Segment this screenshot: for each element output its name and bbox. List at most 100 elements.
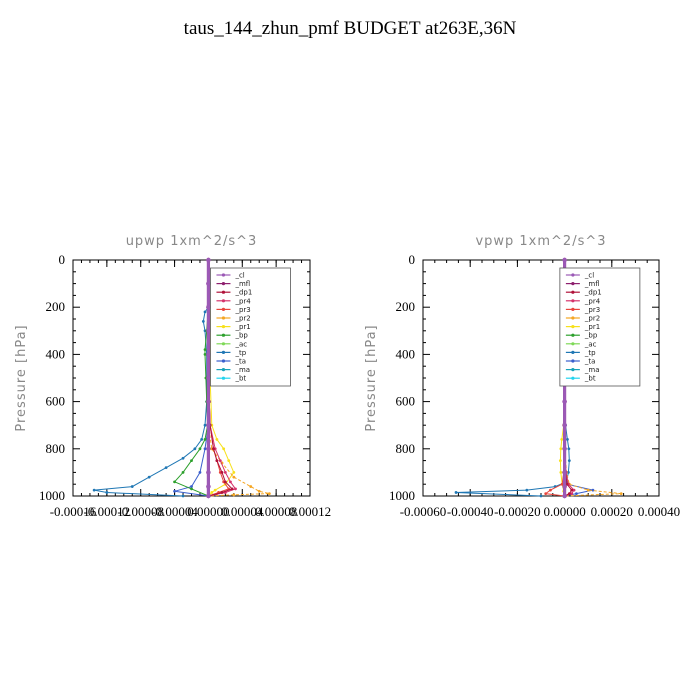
series-marker-bp xyxy=(190,487,193,491)
series-marker-ta xyxy=(190,485,193,488)
series-marker-dp1 xyxy=(220,471,224,474)
x-tick-label: -0.00004 xyxy=(151,504,198,519)
series-marker-dp1 xyxy=(220,491,224,494)
series-marker-tp xyxy=(203,423,207,427)
y-axis-label: Pressure [hPa] xyxy=(364,324,379,431)
series-marker-pr2 xyxy=(619,492,623,496)
series-marker-cl xyxy=(206,423,211,428)
series-marker-ta xyxy=(203,447,207,451)
series-marker-pr2 xyxy=(232,493,236,497)
legend-marker xyxy=(571,290,575,294)
series-marker-tp xyxy=(567,459,571,462)
legend-label: _pr1 xyxy=(234,323,250,331)
series-marker-cl xyxy=(206,470,211,475)
y-tick-label: 400 xyxy=(46,346,66,361)
series-marker-cl xyxy=(562,399,567,404)
series-marker-pr4 xyxy=(218,459,222,462)
legend-marker xyxy=(571,325,575,329)
series-marker-tp xyxy=(105,491,109,494)
series-marker-pr1 xyxy=(222,447,226,451)
series-marker-pr3 xyxy=(560,482,564,486)
series-marker-pr3 xyxy=(544,492,548,496)
series-marker-ta xyxy=(591,488,595,492)
x-tick-label: -0.00008 xyxy=(117,504,164,519)
series-marker-pr1 xyxy=(227,459,231,462)
y-tick-label: 600 xyxy=(396,394,416,409)
legend-label: _pr3 xyxy=(584,306,600,314)
legend-marker xyxy=(221,376,226,380)
y-tick-label: 800 xyxy=(396,441,416,456)
y-tick-label: 1000 xyxy=(389,488,415,503)
series-marker-tp xyxy=(164,466,168,470)
series-marker-bp xyxy=(203,348,207,352)
legend-label: _ac xyxy=(234,340,247,348)
legend-marker xyxy=(221,333,226,337)
legend-marker xyxy=(221,342,226,346)
y-tick-label: 800 xyxy=(46,441,66,456)
series-marker-pr4 xyxy=(223,471,227,474)
series-marker-cl xyxy=(562,423,567,428)
panel-title: vpwp 1xm^2/s^3 xyxy=(475,234,606,249)
series-marker-tp xyxy=(201,319,205,323)
series-marker-dp1 xyxy=(230,487,234,491)
panel-upwp: upwp 1xm^2/s^3 Pressure [hPa] 0 200 400 600 80… xyxy=(14,234,331,519)
x-tick-label: -0.00012 xyxy=(84,504,131,519)
y-tick-label: 200 xyxy=(396,299,416,314)
legend-marker xyxy=(571,350,575,354)
x-tick-label: 0.00008 xyxy=(255,504,297,519)
legend-label: _ma xyxy=(234,366,250,374)
series-marker-cl xyxy=(206,375,211,381)
legend-marker xyxy=(221,359,226,363)
legend-label: _pr2 xyxy=(234,315,250,323)
legend-label: _cl xyxy=(584,272,594,280)
series-marker-tp xyxy=(203,310,207,314)
legend-label: _ac xyxy=(584,340,597,348)
legend-label: _ta xyxy=(234,358,246,366)
series-marker-tp xyxy=(567,447,571,451)
legend-label: _pr2 xyxy=(584,315,600,323)
x-tick-label: -0.00060 xyxy=(400,504,447,519)
legend-label: _bt xyxy=(584,375,596,383)
series-marker-pr2 xyxy=(267,492,271,496)
legend-label: _mfl xyxy=(584,280,600,288)
series-marker-bp xyxy=(173,480,176,484)
legend-marker xyxy=(571,299,575,303)
series-marker-pr1 xyxy=(560,437,564,441)
legend-label: _mfl xyxy=(234,280,250,288)
series-marker-pr4 xyxy=(572,488,576,492)
series-marker-bp xyxy=(203,437,207,441)
legend-marker xyxy=(571,273,575,277)
series-marker-ta xyxy=(575,492,578,496)
series-marker-tp xyxy=(200,437,204,441)
legend-label: _bp xyxy=(584,332,598,340)
legend-label: _ta xyxy=(584,358,596,366)
series-marker-pr1 xyxy=(558,459,562,462)
series-marker-pr1 xyxy=(559,447,563,451)
y-tick-label: 200 xyxy=(46,299,66,314)
legend-label: _tp xyxy=(234,349,246,357)
x-tick-label: 0.00040 xyxy=(638,504,680,519)
legend-marker xyxy=(571,368,575,372)
legend-label: _cl xyxy=(234,272,244,280)
legend-label: _bp xyxy=(234,332,248,340)
series-marker-dp1 xyxy=(570,488,574,492)
panel-vpwp: vpwp 1xm^2/s^3 Pressure [hPa] 0 200 400 600 80… xyxy=(364,234,680,519)
series-marker-dp1 xyxy=(565,482,569,486)
series-marker-pr4 xyxy=(570,492,574,496)
series-marker-cl xyxy=(206,305,211,310)
legend-marker xyxy=(221,316,226,320)
legend-marker xyxy=(221,299,226,303)
series-marker-tp xyxy=(147,475,151,479)
x-tick-label: 0.00000 xyxy=(187,504,229,519)
legend-marker xyxy=(221,307,226,311)
series-marker-tp xyxy=(92,488,96,492)
series-marker-cl xyxy=(206,446,211,451)
series-marker-tp xyxy=(454,491,458,494)
x-tick-label: 0.00012 xyxy=(289,504,331,519)
panel-title: upwp 1xm^2/s^3 xyxy=(126,234,258,249)
x-tick-label: -0.00016 xyxy=(50,504,97,519)
x-tick-label: -0.00020 xyxy=(494,504,541,519)
y-tick-label: 1000 xyxy=(39,488,65,503)
legend-marker xyxy=(571,359,575,363)
legend-marker xyxy=(221,290,226,294)
